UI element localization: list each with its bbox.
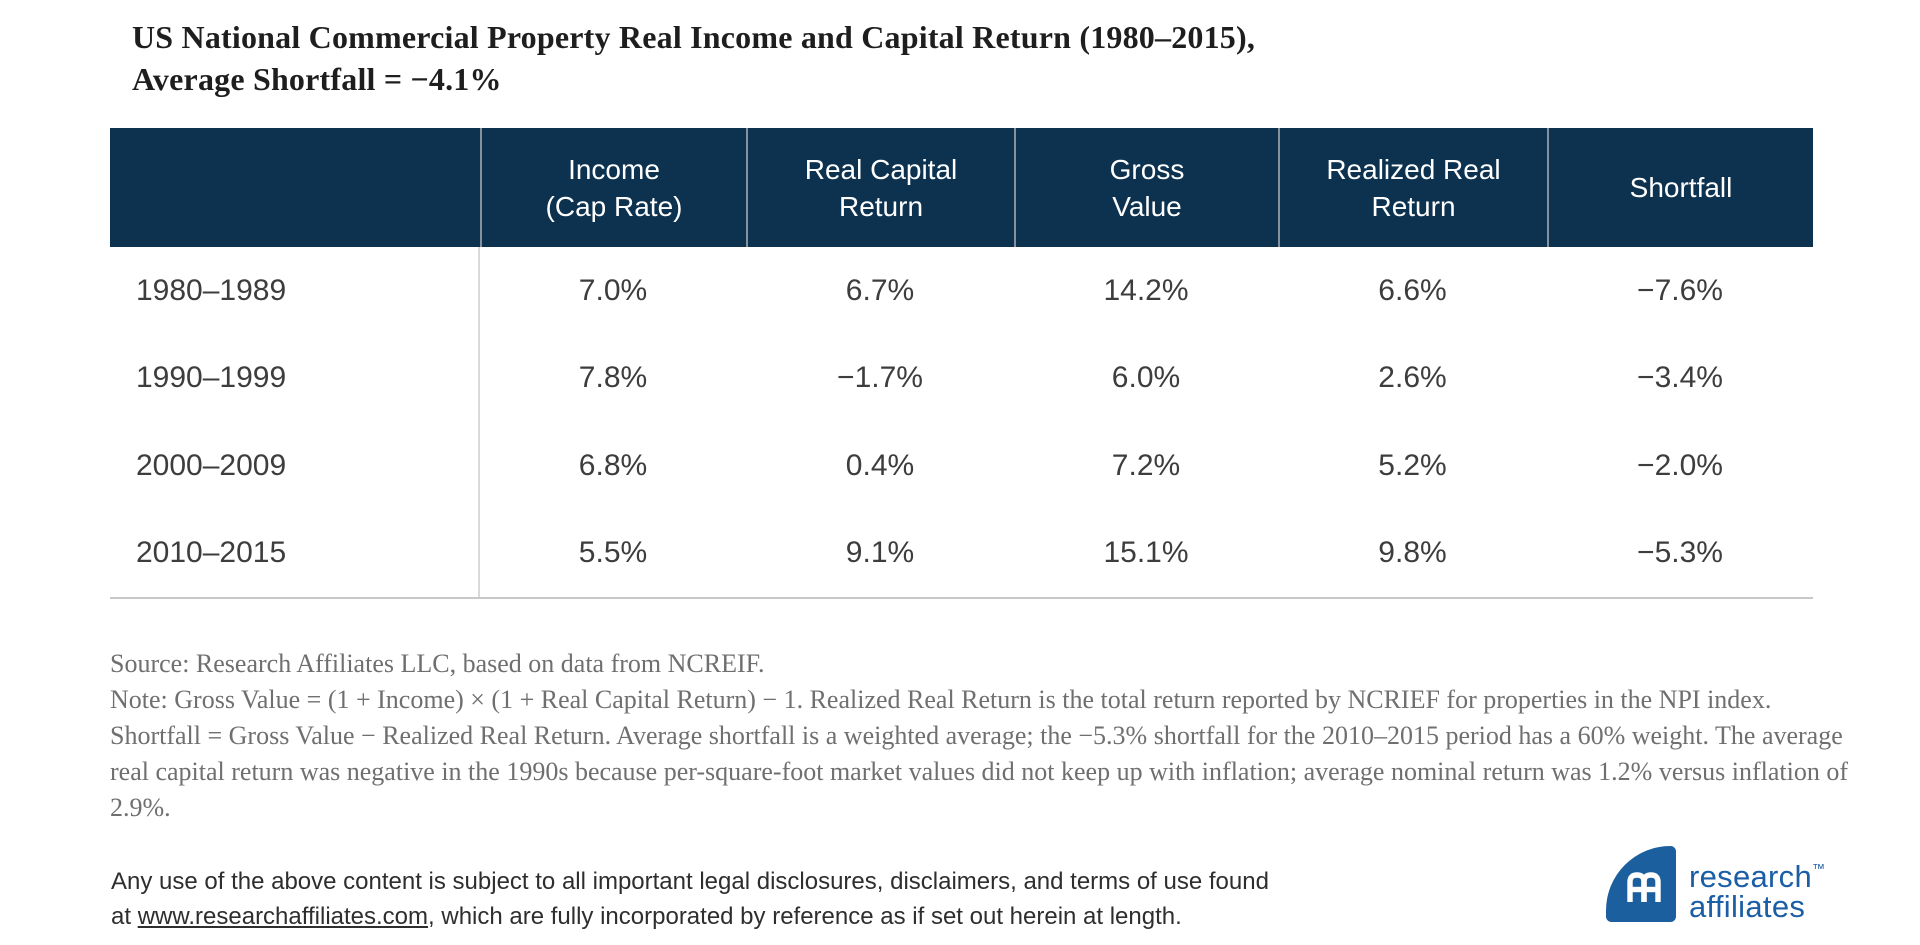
table-body: 1980–1989 7.0% 6.7% 14.2% 6.6% −7.6% 199… [110, 247, 1813, 599]
period-cell: 1990–1999 [110, 334, 480, 422]
header-cell-real-capital-return: Real Capital Return [746, 128, 1014, 247]
gross-value-cell: 6.0% [1111, 361, 1181, 395]
period-cell: 2010–2015 [110, 509, 480, 597]
shortfall-cell: −5.3% [1637, 536, 1723, 570]
data-table: Income (Cap Rate) Real Capital Return Gr… [110, 128, 1813, 599]
period-cell: 1980–1989 [110, 247, 480, 335]
legal-disclaimer: Any use of the above content is subject … [111, 864, 1276, 934]
disclaimer-text-after-link: , which are fully incorporated by refere… [428, 903, 1182, 930]
income-cell: 5.5% [578, 536, 648, 570]
realized-real-return-cell: 6.6% [1378, 273, 1447, 307]
gross-value-cell: 7.2% [1111, 448, 1181, 482]
ra-monogram-icon [1606, 846, 1676, 922]
source-note: Source: Research Affiliates LLC, based o… [110, 649, 765, 678]
real-capital-return-cell: −1.7% [837, 361, 923, 395]
figure-title-line1: US National Commercial Property Real Inc… [132, 19, 1256, 55]
table-row: 2000–2009 6.8% 0.4% 7.2% 5.2% −2.0% [110, 422, 1813, 510]
research-affiliates-logo: research™ affiliates [1606, 846, 1825, 922]
table-header-row: Income (Cap Rate) Real Capital Return Gr… [110, 128, 1813, 247]
figure-title: US National Commercial Property Real Inc… [132, 16, 1732, 100]
real-capital-return-cell: 0.4% [845, 448, 915, 482]
figure-title-line2: Average Shortfall = −4.1% [132, 61, 502, 97]
period-cell: 2000–2009 [110, 422, 480, 510]
shortfall-cell: −3.4% [1637, 361, 1723, 395]
header-cell-shortfall: Shortfall [1547, 128, 1813, 247]
footnotes: Source: Research Affiliates LLC, based o… [110, 646, 1855, 826]
header-cell-blank [110, 128, 480, 247]
realized-real-return-cell: 9.8% [1378, 536, 1447, 570]
income-cell: 7.8% [578, 361, 648, 395]
real-capital-return-cell: 9.1% [845, 536, 915, 570]
income-cell: 6.8% [578, 448, 648, 482]
realized-real-return-cell: 2.6% [1378, 361, 1447, 395]
gross-value-cell: 15.1% [1103, 536, 1189, 570]
research-affiliates-link[interactable]: www.researchaffiliates.com [137, 903, 429, 930]
shortfall-cell: −2.0% [1637, 448, 1723, 482]
logo-wordmark-line1: research™ [1689, 859, 1826, 894]
gross-value-cell: 14.2% [1103, 273, 1189, 307]
realized-real-return-cell: 5.2% [1378, 448, 1447, 482]
table-row: 2010–2015 5.5% 9.1% 15.1% 9.8% −5.3% [110, 509, 1813, 597]
trademark-symbol: ™ [1812, 861, 1826, 876]
real-capital-return-cell: 6.7% [845, 273, 915, 307]
logo-wordmark: research™ affiliates [1689, 846, 1825, 922]
table-row: 1990–1999 7.8% −1.7% 6.0% 2.6% −3.4% [110, 334, 1813, 422]
table-row: 1980–1989 7.0% 6.7% 14.2% 6.6% −7.6% [110, 247, 1813, 335]
income-cell: 7.0% [578, 273, 648, 307]
methodology-note: Note: Gross Value = (1 + Income) × (1 + … [110, 685, 1849, 822]
shortfall-cell: −7.6% [1637, 273, 1723, 307]
header-cell-income-cap-rate: Income (Cap Rate) [480, 128, 746, 247]
header-cell-realized-real-return: Realized Real Return [1278, 128, 1547, 247]
logo-wordmark-line2: affiliates [1689, 889, 1806, 924]
header-cell-gross-value: Gross Value [1014, 128, 1278, 247]
disclaimer-text-before-link: Any use of the above content is subject … [111, 868, 1269, 930]
